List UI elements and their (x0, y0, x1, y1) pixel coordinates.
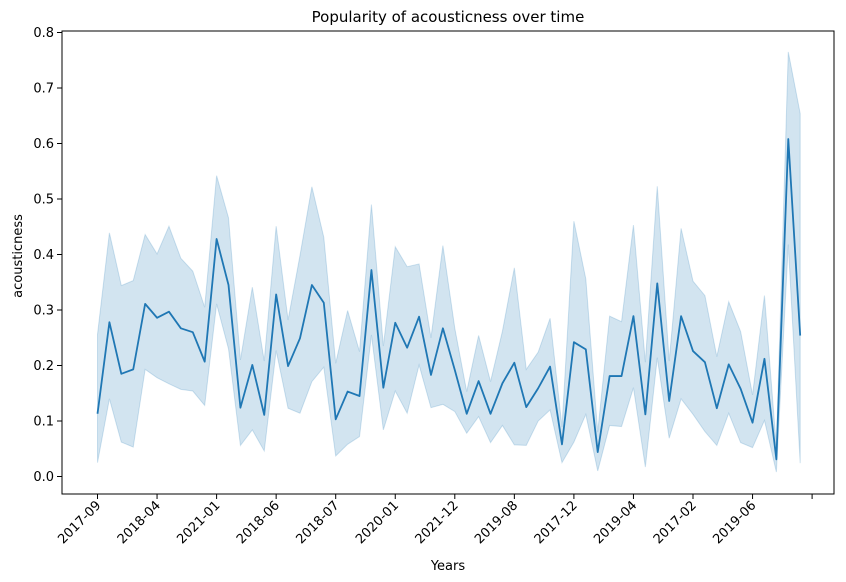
data-point (572, 341, 575, 344)
data-point (96, 412, 99, 415)
data-point (156, 316, 159, 319)
series-line (96, 138, 802, 461)
data-point (227, 284, 230, 287)
data-point (596, 451, 599, 454)
data-point (715, 407, 718, 410)
data-point (441, 327, 444, 330)
data-point (346, 390, 349, 393)
data-point (608, 375, 611, 378)
data-point (429, 373, 432, 376)
data-point (418, 315, 421, 318)
data-point (489, 412, 492, 415)
data-point (358, 395, 361, 398)
plot-frame (61, 30, 835, 495)
data-point (692, 350, 695, 353)
data-point (513, 361, 516, 364)
data-point (191, 331, 194, 334)
data-point (310, 284, 313, 287)
data-point (751, 421, 754, 424)
data-point (680, 315, 683, 318)
y-axis: 0.0 0.1 0.2 0.3 0.4 0.5 0.6 0.7 0.8 (33, 26, 62, 485)
data-point (525, 406, 528, 409)
data-point (703, 361, 706, 364)
data-point (382, 386, 385, 389)
data-point (739, 387, 742, 390)
chart-title: Popularity of acousticness over time (312, 8, 585, 26)
data-point (668, 400, 671, 403)
data-point (370, 269, 373, 272)
data-point (167, 310, 170, 313)
data-point (251, 363, 254, 366)
data-point (632, 315, 635, 318)
data-point (144, 302, 147, 305)
y-tick-label: 0.2 (33, 359, 54, 374)
data-point (275, 293, 278, 296)
data-point (477, 380, 480, 383)
data-point (203, 360, 206, 363)
data-point (787, 138, 790, 141)
y-tick-label: 0.0 (33, 470, 54, 485)
data-point (620, 375, 623, 378)
data-point (120, 372, 123, 375)
data-point (322, 301, 325, 304)
y-tick-label: 0.3 (33, 304, 54, 319)
data-point (179, 327, 182, 330)
data-point (263, 413, 266, 416)
data-point (763, 357, 766, 360)
y-tick-label: 0.8 (33, 26, 54, 41)
data-point (584, 348, 587, 351)
x-axis-label: Years (430, 559, 466, 574)
data-point (644, 413, 647, 416)
y-tick-label: 0.1 (33, 415, 54, 430)
data-point (215, 237, 218, 240)
y-tick-label: 0.6 (33, 137, 54, 152)
data-point (287, 365, 290, 368)
data-point (656, 282, 659, 285)
y-axis-label: acousticness (11, 214, 26, 298)
data-point (298, 337, 301, 340)
data-point (501, 382, 504, 385)
data-point (799, 334, 802, 337)
confidence-band (97, 51, 801, 473)
data-point (132, 368, 135, 371)
data-point (334, 418, 337, 421)
data-point (775, 458, 778, 461)
data-point (537, 387, 540, 390)
data-point (727, 363, 730, 366)
data-point (239, 406, 242, 409)
data-point (453, 368, 456, 371)
y-tick-label: 0.5 (33, 193, 54, 208)
data-point (549, 365, 552, 368)
data-point (394, 321, 397, 324)
data-point (560, 443, 563, 446)
data-point (108, 321, 111, 324)
data-point (465, 412, 468, 415)
y-tick-label: 0.7 (33, 82, 54, 97)
plot-area (96, 51, 802, 473)
y-tick-label: 0.4 (33, 248, 54, 263)
data-point (406, 346, 409, 349)
